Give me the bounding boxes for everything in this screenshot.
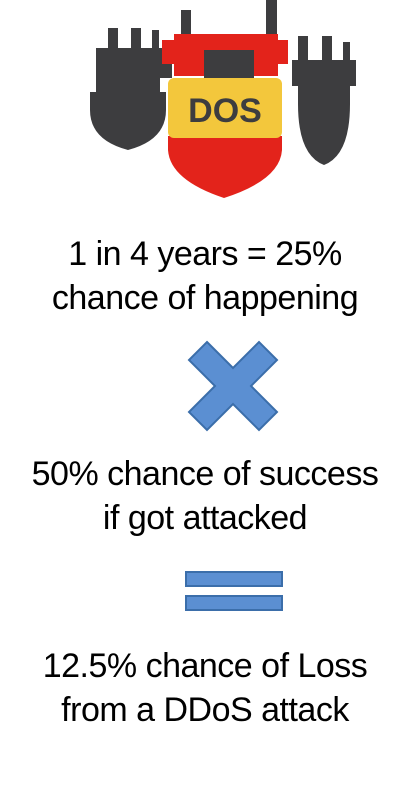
probability-line-1: 1 in 4 years = 25% (68, 235, 342, 273)
success-line-1: 50% chance of success (31, 455, 379, 493)
success-statement: 50% chance of success if got attacked (0, 452, 410, 540)
result-line-2: from a DDoS attack (61, 691, 349, 729)
result-line-1: 12.5% chance of Loss (42, 647, 368, 685)
logo-label: DOS (188, 92, 262, 130)
success-line-2: if got attacked (102, 499, 308, 537)
right-bomb-icon (292, 36, 356, 165)
probability-statement: 1 in 4 years = 25% chance of happening (0, 232, 410, 320)
result-statement: 12.5% chance of Loss from a DDoS attack (0, 644, 410, 732)
multiply-icon (187, 340, 279, 432)
probability-line-2: chance of happening (51, 279, 359, 317)
center-bomb-icon: DOS (162, 0, 288, 198)
dos-bomb-logo-icon: DOS (90, 0, 356, 198)
left-bomb-icon (90, 28, 172, 150)
equals-icon (185, 571, 283, 611)
